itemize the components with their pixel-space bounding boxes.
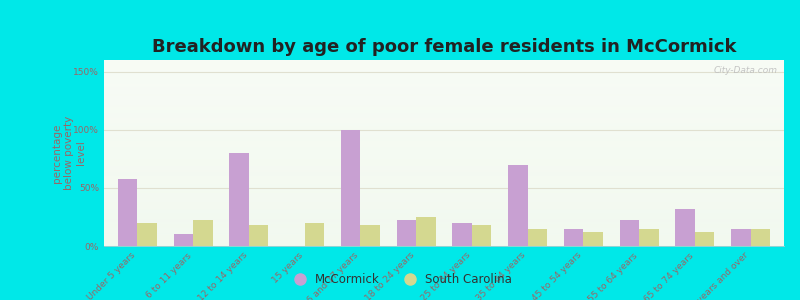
Bar	[416, 217, 436, 246]
Bar	[360, 225, 380, 246]
Bar	[452, 223, 472, 246]
Title: Breakdown by age of poor female residents in McCormick: Breakdown by age of poor female resident…	[152, 38, 736, 56]
Bar	[695, 232, 714, 246]
Bar	[341, 130, 360, 246]
Bar	[397, 220, 416, 246]
Bar	[750, 229, 770, 246]
Bar	[174, 234, 193, 246]
Y-axis label: percentage
below poverty
level: percentage below poverty level	[53, 116, 86, 190]
Bar	[249, 225, 269, 246]
Legend: McCormick, South Carolina: McCormick, South Carolina	[283, 269, 517, 291]
Bar	[508, 165, 528, 246]
Bar	[731, 229, 750, 246]
Bar	[118, 178, 138, 246]
Bar	[583, 232, 603, 246]
Text: City-Data.com: City-Data.com	[714, 66, 778, 75]
Bar	[138, 223, 157, 246]
Bar	[675, 209, 695, 246]
Bar	[230, 153, 249, 246]
Bar	[472, 225, 491, 246]
Bar	[305, 223, 324, 246]
Bar	[528, 229, 547, 246]
Bar	[619, 220, 639, 246]
Bar	[564, 229, 583, 246]
Bar	[639, 229, 658, 246]
Bar	[193, 220, 213, 246]
